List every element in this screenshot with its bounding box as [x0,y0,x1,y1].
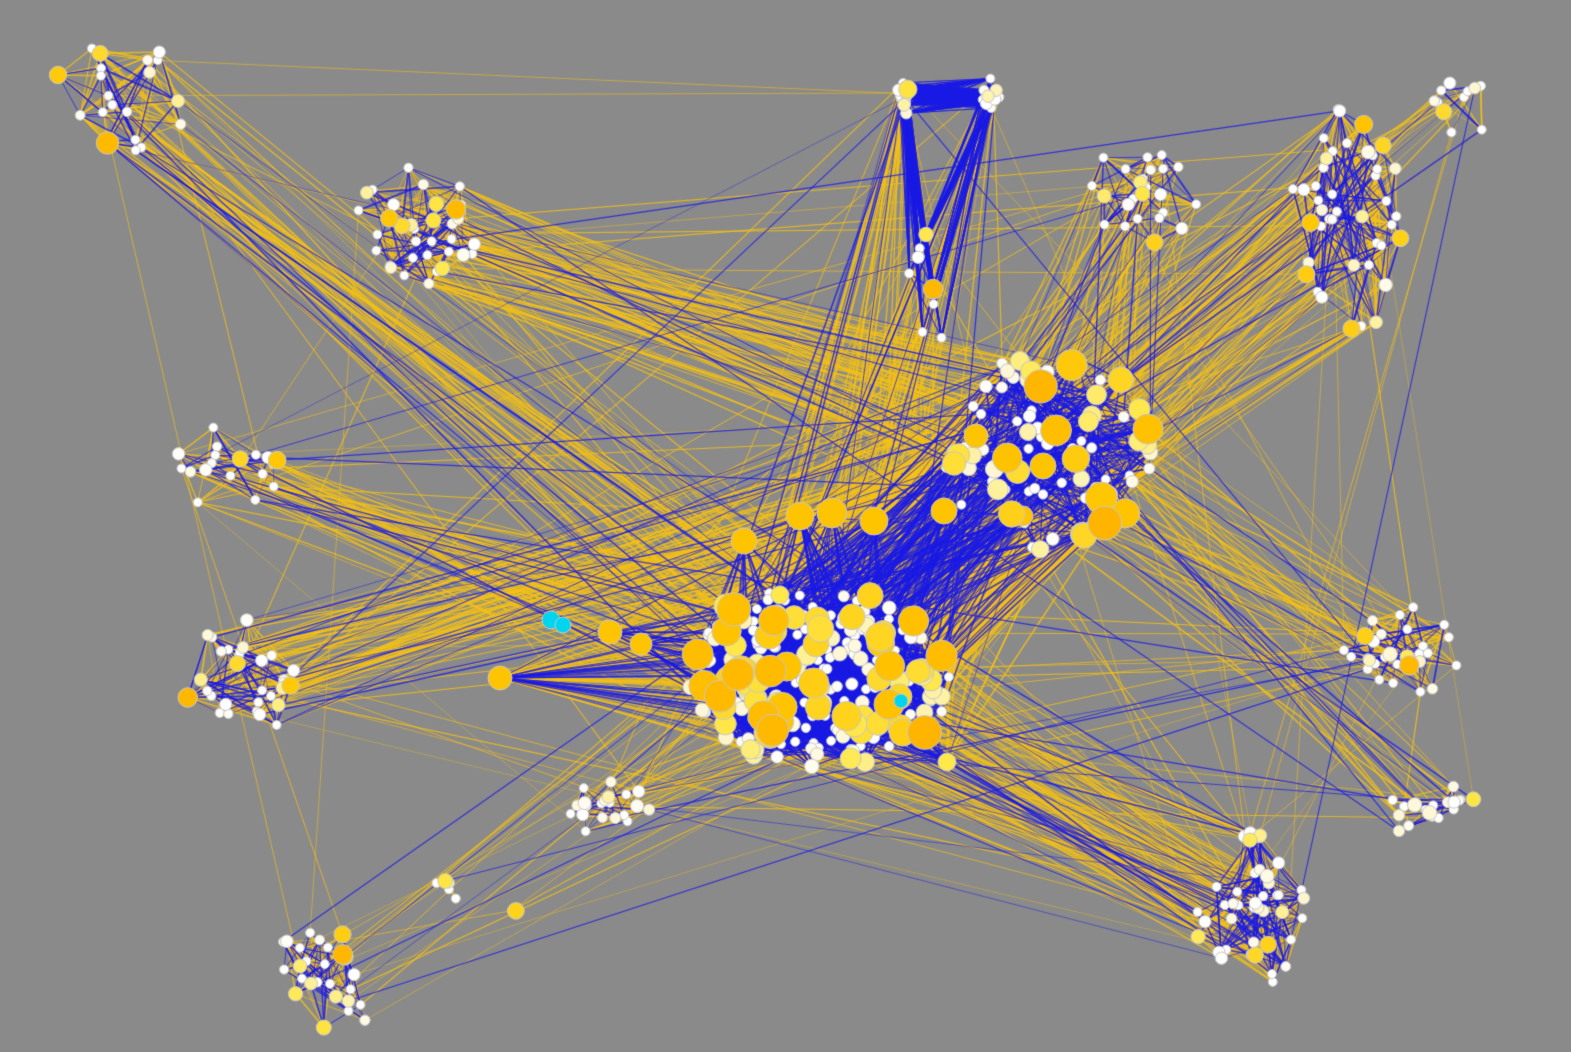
network-graph-canvas[interactable] [0,0,1571,1052]
network-graph-visualization[interactable] [0,0,1571,1052]
